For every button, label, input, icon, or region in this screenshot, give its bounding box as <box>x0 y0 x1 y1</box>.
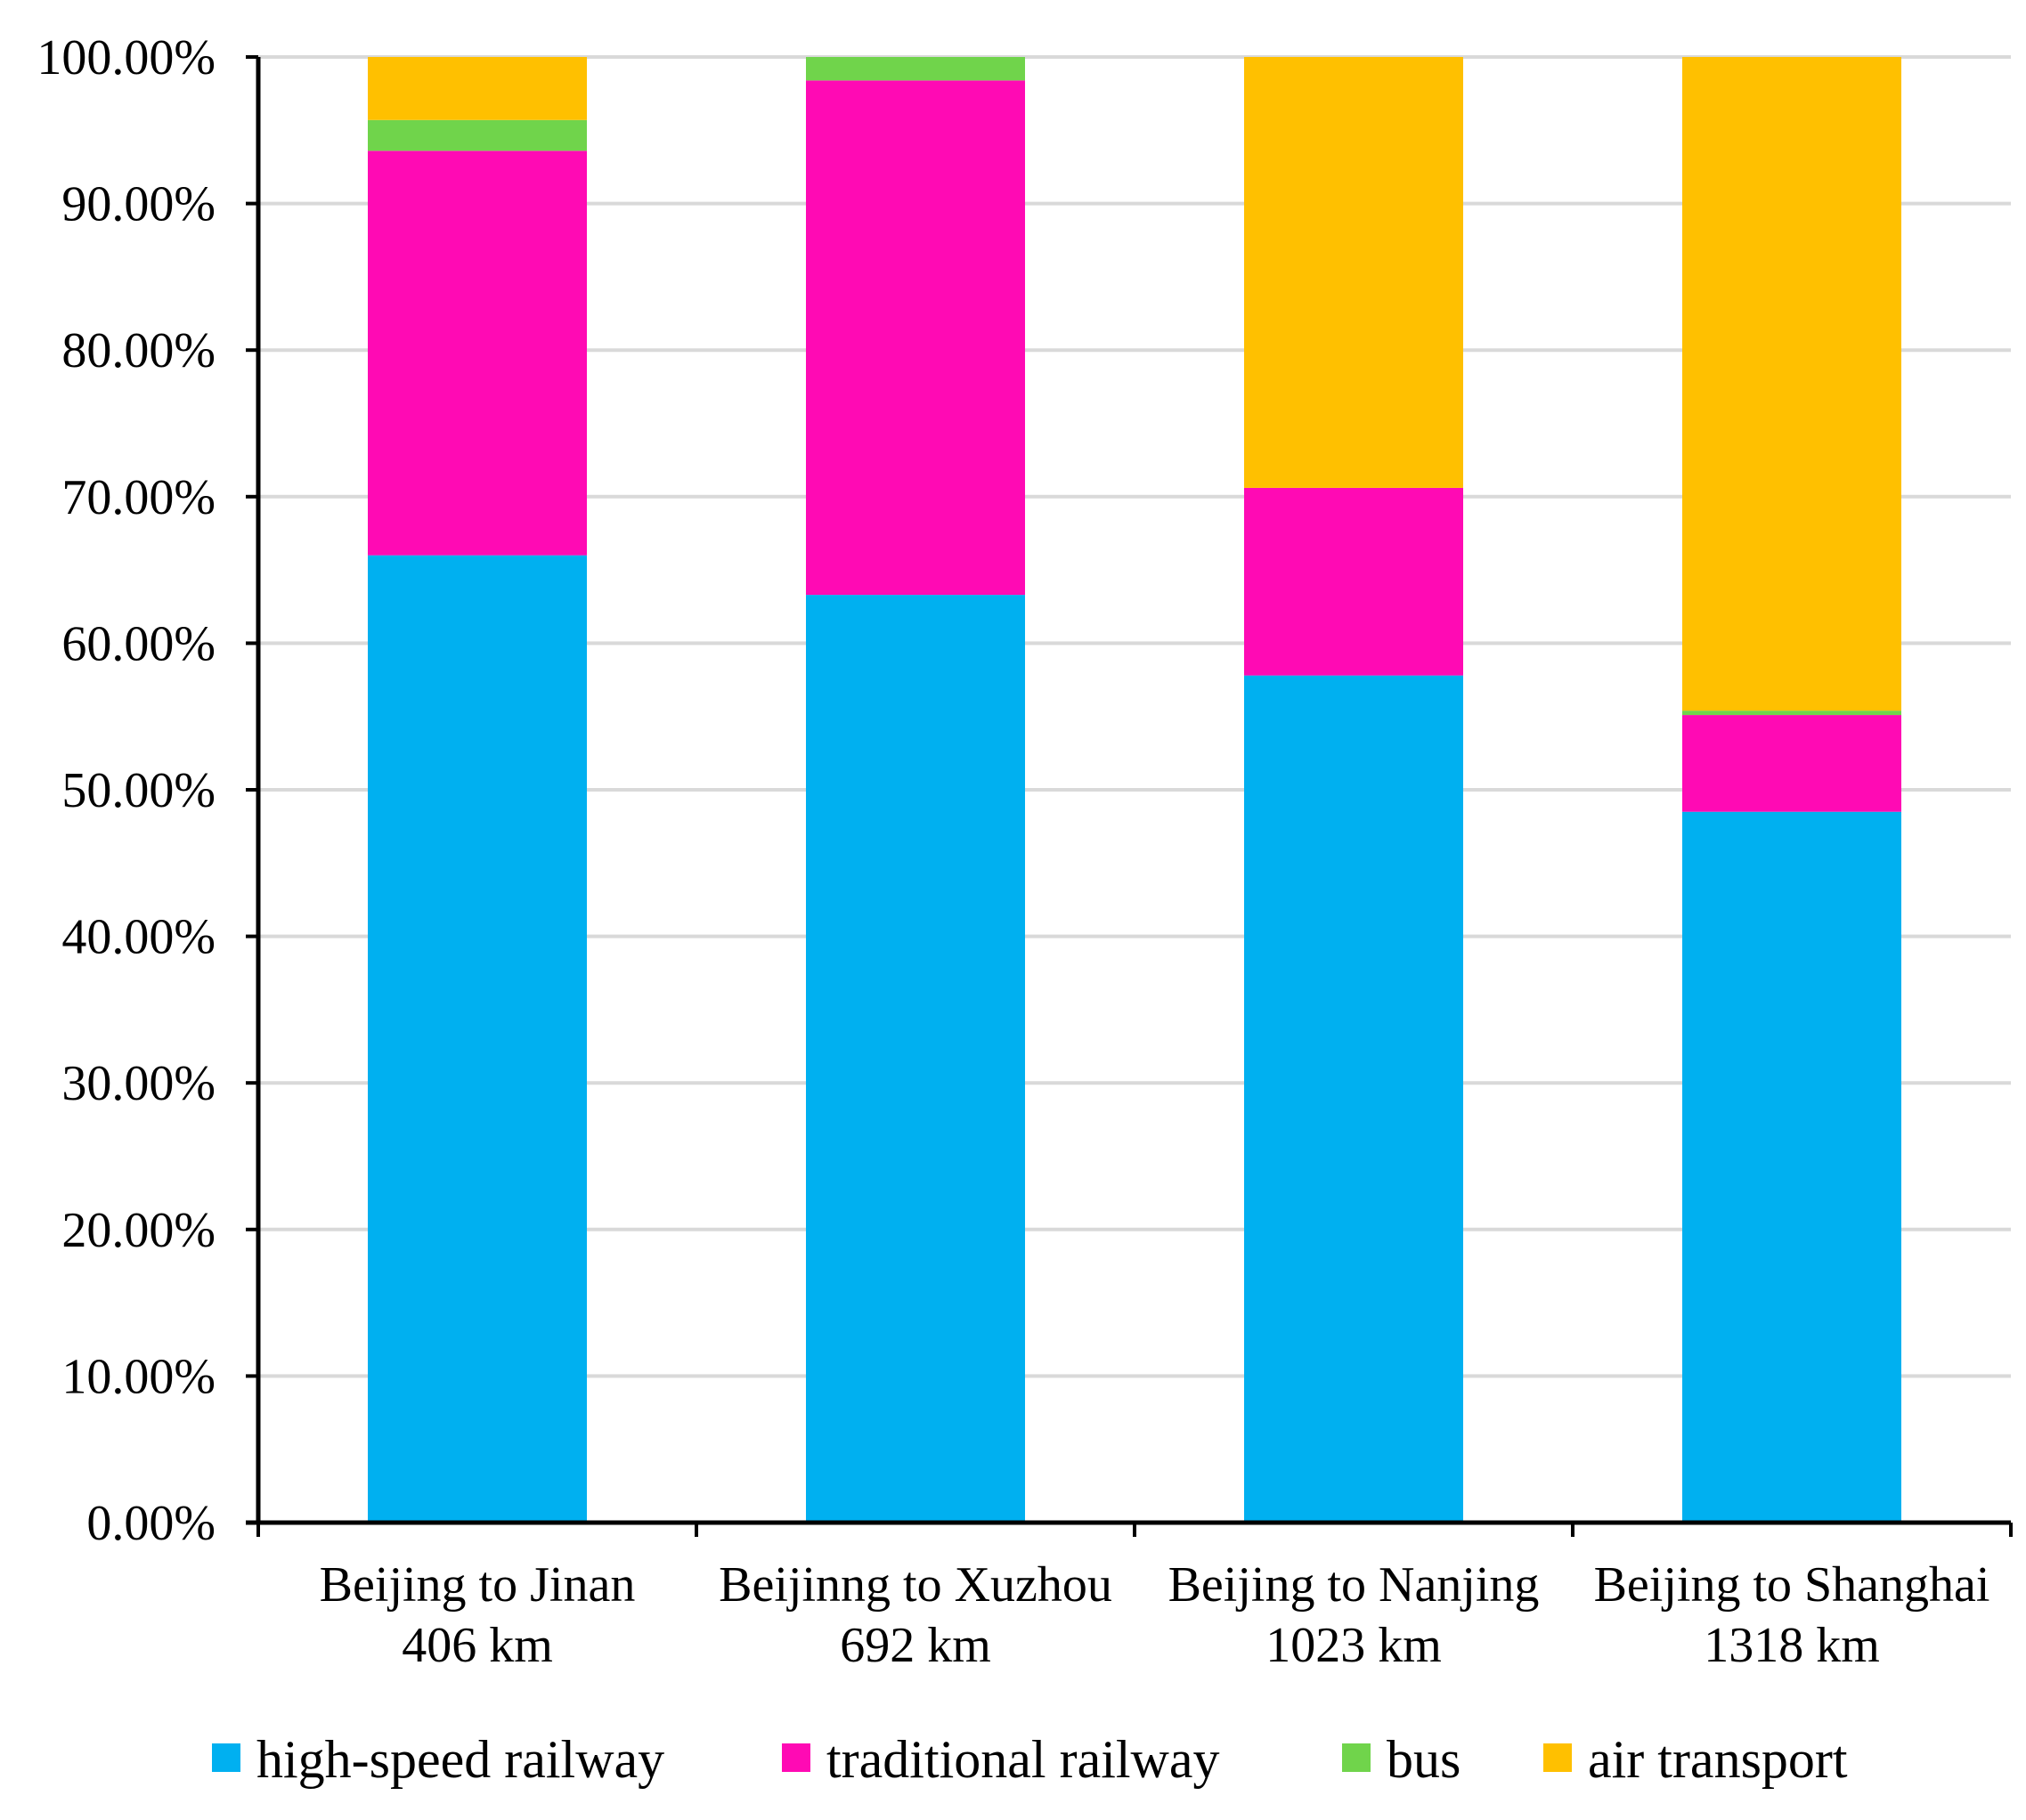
y-tick-label: 20.00% <box>61 1203 216 1258</box>
legend-item-air-transport: air transport <box>1543 1730 1848 1789</box>
bar-segment-air-transport <box>1244 57 1463 488</box>
legend-item-traditional-railway: traditional railway <box>782 1730 1220 1789</box>
x-tick-label-route: Beijinng to Xuzhou <box>719 1557 1112 1613</box>
bar-stack <box>368 57 587 1523</box>
bar-stacks <box>368 57 1901 1523</box>
x-tick-label-route: Beijing to Shanghai <box>1594 1557 1990 1613</box>
bar-stack <box>1682 57 1901 1523</box>
bar-stack <box>1244 57 1463 1523</box>
bar-segment-high-speed-railway <box>806 595 1025 1523</box>
legend: high-speed railway traditional railway bus… <box>212 1730 1848 1789</box>
legend-swatch <box>212 1743 240 1772</box>
y-tick-label: 70.00% <box>61 470 216 525</box>
bar-stack <box>806 57 1025 1523</box>
bar-segment-high-speed-railway <box>368 555 587 1523</box>
bar-segment-high-speed-railway <box>1244 675 1463 1523</box>
bar-segment-bus <box>806 57 1025 81</box>
y-tick-label: 0.00% <box>86 1496 216 1551</box>
bar-segment-bus <box>1682 711 1901 716</box>
legend-swatch <box>782 1743 810 1772</box>
y-tick-label: 90.00% <box>61 177 216 232</box>
bar-segment-bus <box>368 119 587 151</box>
y-tick-label: 40.00% <box>61 910 216 965</box>
bar-segment-traditional-railway <box>368 150 587 556</box>
legend-label: high-speed railway <box>256 1730 664 1789</box>
bar-segment-air-transport <box>1682 57 1901 711</box>
legend-label: bus <box>1387 1730 1461 1789</box>
x-tick-label-distance: 406 km <box>402 1618 553 1673</box>
bar-segment-traditional-railway <box>1682 715 1901 812</box>
y-tick-label: 10.00% <box>61 1349 216 1404</box>
x-tick-label-distance: 1318 km <box>1704 1618 1880 1673</box>
legend-label: air transport <box>1588 1730 1848 1789</box>
legend-item-high-speed-railway: high-speed railway <box>212 1730 664 1789</box>
x-tick-label-distance: 692 km <box>840 1618 991 1673</box>
bar-segment-traditional-railway <box>806 80 1025 596</box>
bar-segment-traditional-railway <box>1244 487 1463 676</box>
y-tick-labels: 0.00% 10.00% 20.00% 30.00% 40.00% 50.00% 60.00… <box>37 30 216 1551</box>
legend-label: traditional railway <box>826 1730 1220 1789</box>
legend-item-bus: bus <box>1342 1730 1461 1789</box>
legend-swatch <box>1543 1743 1572 1772</box>
axes <box>246 55 2013 1537</box>
y-tick-label: 60.00% <box>61 616 216 671</box>
x-tick-label-route: Beijing to Jinan <box>320 1557 636 1613</box>
y-tick-label: 100.00% <box>37 30 216 85</box>
y-tick-label: 30.00% <box>61 1056 216 1111</box>
x-tick-label-distance: 1023 km <box>1265 1618 1442 1673</box>
y-tick-label: 80.00% <box>61 323 216 378</box>
x-tick-label-route: Beijing to Nanjing <box>1168 1557 1540 1613</box>
bar-segment-air-transport <box>368 57 587 120</box>
legend-swatch <box>1342 1743 1371 1772</box>
bar-segment-high-speed-railway <box>1682 811 1901 1523</box>
y-tick-label: 50.00% <box>61 763 216 818</box>
